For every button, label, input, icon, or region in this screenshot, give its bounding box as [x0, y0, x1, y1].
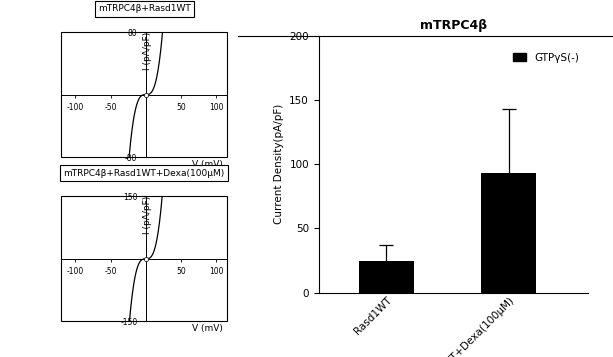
X-axis label: V (mV): V (mV) — [191, 160, 223, 169]
Y-axis label: I (pA/pF): I (pA/pF) — [143, 32, 153, 70]
Bar — [61, 196, 227, 321]
Legend: GTPγS(-): GTPγS(-) — [509, 49, 584, 67]
Text: mTRPC4β+Rasd1WT: mTRPC4β+Rasd1WT — [97, 4, 191, 14]
Text: mTRPC4β+Rasd1WT+Dexa(100μM): mTRPC4β+Rasd1WT+Dexa(100μM) — [63, 169, 225, 178]
Y-axis label: I (pA/pF): I (pA/pF) — [143, 196, 153, 234]
Y-axis label: Current Density(pA/pF): Current Density(pA/pF) — [274, 104, 284, 224]
Title: mTRPC4β: mTRPC4β — [420, 19, 487, 32]
X-axis label: V (mV): V (mV) — [191, 324, 223, 333]
Bar — [359, 261, 414, 293]
Bar — [61, 32, 227, 157]
Bar — [481, 173, 536, 293]
